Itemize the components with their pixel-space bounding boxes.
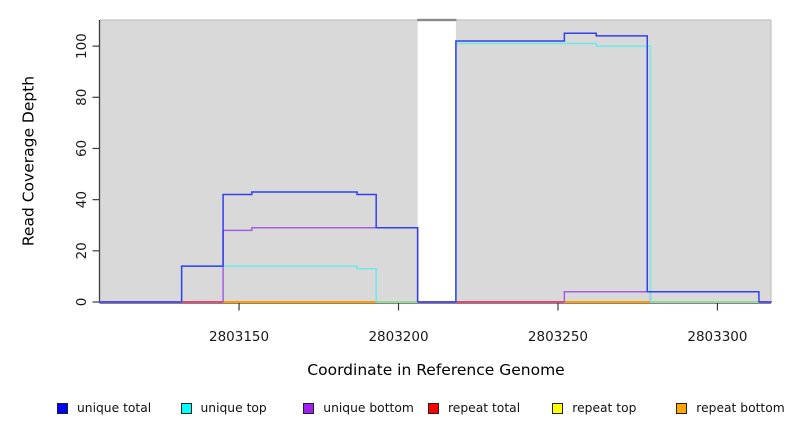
- legend-item-unique-top: unique top: [180, 399, 267, 417]
- legend-label: repeat total: [448, 401, 521, 415]
- coverage-chart: 2803150 2803200 2803250 2803300 0 20 40 60 80 100: [74, 18, 772, 345]
- legend-label: repeat top: [572, 401, 637, 415]
- legend-swatch-unique-top: [180, 402, 192, 414]
- y-tick-label: 80: [74, 89, 90, 106]
- x-tick-label: 2803250: [528, 329, 588, 345]
- legend-label: unique bottom: [323, 401, 414, 415]
- y-axis-title: Read Coverage Depth: [19, 75, 38, 247]
- x-axis-title: Coordinate in Reference Genome: [307, 361, 565, 379]
- legend-label: repeat bottom: [696, 401, 785, 415]
- series-line-unique-total: [455, 32, 760, 302]
- legend-label: unique top: [200, 401, 267, 415]
- legend-item-unique-total: unique total: [57, 399, 151, 417]
- legend-label: unique total: [77, 401, 152, 415]
- masked-region-top-edge: [417, 18, 457, 22]
- legend-item-repeat-bottom: repeat bottom: [676, 399, 785, 417]
- legend-swatch-unique-total: [57, 402, 68, 414]
- legend-swatch-unique-bottom: [303, 402, 315, 414]
- legend-swatch-repeat-total: [428, 402, 439, 414]
- legend: unique total unique top unique bottom repea…: [0, 399, 792, 423]
- legend-item-repeat-top: repeat top: [552, 399, 636, 417]
- y-tick-label: 20: [74, 242, 90, 259]
- y-tick-label: 40: [74, 191, 90, 208]
- series-line-unique-total: [180, 191, 419, 302]
- y-tick-label: 60: [74, 140, 90, 157]
- y-tick-label: 100: [74, 33, 90, 59]
- legend-item-unique-bottom: unique bottom: [303, 399, 414, 417]
- legend-swatch-repeat-bottom: [676, 402, 688, 414]
- legend-item-repeat-total: repeat total: [428, 399, 520, 417]
- x-tick-label: 2803300: [687, 329, 747, 345]
- x-tick-label: 2803150: [209, 329, 269, 345]
- y-tick-label: 0: [74, 298, 90, 307]
- legend-swatch-repeat-top: [552, 402, 564, 414]
- masked-region: [417, 19, 456, 304]
- x-tick-label: 2803200: [368, 329, 428, 345]
